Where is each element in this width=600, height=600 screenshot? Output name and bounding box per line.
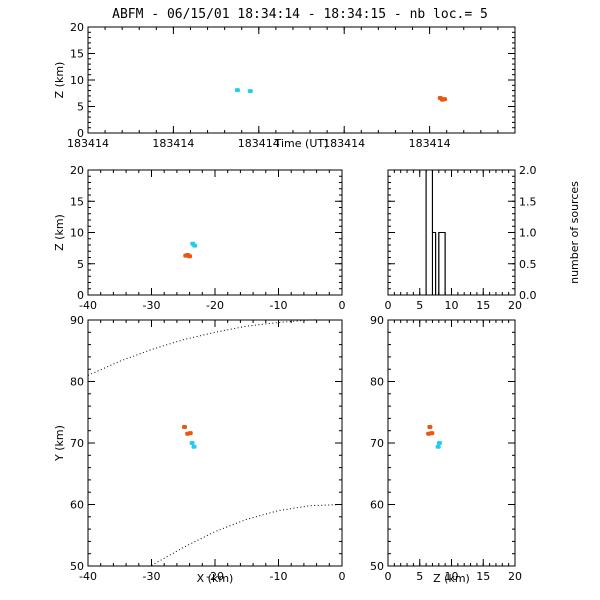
x-y-source-point (182, 425, 188, 430)
x-z-ylabel: Z (km) (53, 214, 66, 251)
x-z-xtick-label: -10 (270, 299, 288, 312)
z-y-xtick-label: 5 (416, 570, 423, 583)
x-y-boundary-curve (151, 504, 343, 566)
x-y-xtick-label: 0 (339, 570, 346, 583)
x-y-ytick-label: 70 (70, 437, 84, 450)
x-y-source-point (187, 431, 193, 436)
x-y-xlabel: X (km) (197, 572, 234, 585)
time-z-xtick-label: 183414 (238, 137, 280, 150)
time-z-xtick-label: 183414 (152, 137, 194, 150)
histogram-ytick-label: 1.0 (519, 227, 537, 240)
time-z-xtick-label: 183414 (67, 137, 109, 150)
x-z-xtick-label: -30 (143, 299, 161, 312)
histogram-xtick-label: 5 (416, 299, 423, 312)
time-z-ytick-label: 5 (77, 101, 84, 114)
x-z-source-point (187, 254, 193, 259)
x-z-source-point (183, 253, 189, 258)
x-z-xtick-label: -20 (206, 299, 224, 312)
histogram-xtick-label: 0 (385, 299, 392, 312)
x-y-axes-frame (87, 319, 343, 567)
x-z-ytick-label: 10 (70, 227, 84, 240)
histogram-ytick-label: 0.0 (519, 289, 537, 302)
histogram-xtick-label: 20 (508, 299, 522, 312)
time-z-xlabel: Time (UT) (274, 137, 329, 150)
histogram-ytick-label: 1.5 (519, 195, 537, 208)
time-z-source-point (442, 97, 448, 102)
z-y-ytick-label: 60 (370, 499, 384, 512)
z-y-xtick-label: 15 (476, 570, 490, 583)
x-y-source-point (191, 444, 197, 449)
histogram-xtick-label: 15 (476, 299, 490, 312)
histogram-panel: 0 5 10 15 200.0 0.5 1.0 1.5 2.0 number of sources (385, 164, 582, 312)
figure-title: ABFM - 06/15/01 18:34:14 - 18:34:15 - nb… (112, 7, 488, 22)
z-y-xtick-label: 20 (508, 570, 522, 583)
x-z-xtick-label: -40 (79, 299, 97, 312)
histogram-steps (388, 169, 515, 296)
time-z-source-point (247, 89, 253, 94)
time-z-ylabel: Z (km) (53, 62, 66, 99)
z-y-xtick-label: 10 (445, 570, 459, 583)
x-y-ytick-label: 50 (70, 560, 84, 573)
z-y-source-point (427, 425, 433, 430)
x-z-axes-frame (87, 169, 343, 296)
x-y-xtick-label: -40 (79, 570, 97, 583)
histogram-axes-frame (387, 169, 516, 296)
histogram-ytick-label: 2.0 (519, 164, 537, 177)
z-y-axes-frame (387, 319, 516, 567)
histogram-ylabel: number of sources (568, 181, 581, 284)
time-z-ytick-label: 15 (70, 48, 84, 61)
z-y-xtick-label: 0 (385, 570, 392, 583)
x-y-xtick-label: -30 (143, 570, 161, 583)
time-z-axes-frame (87, 26, 516, 134)
time-z-source-point (234, 88, 240, 93)
z-y-source-point (429, 431, 435, 436)
time-z-ytick-label: 0 (77, 127, 84, 140)
x-z-ytick-label: 0 (77, 289, 84, 302)
z-y-ytick-label: 70 (370, 437, 384, 450)
x-z-source-point (192, 243, 198, 248)
x-y-ytick-label: 90 (70, 314, 84, 327)
x-z-ytick-label: 5 (77, 258, 84, 271)
x-y-panel: -40 -30 -20 -10 0 50 60 70 80 90 X (km) Y (km) (53, 314, 346, 585)
x-z-ytick-label: 15 (70, 195, 84, 208)
x-y-ytick-label: 60 (70, 499, 84, 512)
x-y-xtick-label: -20 (206, 570, 224, 583)
x-z-panel: -40 -30 -20 -10 0 0 5 10 15 20 Z (km) (53, 164, 346, 312)
histogram-xtick-label: 10 (445, 299, 459, 312)
time-z-ytick-label: 20 (70, 21, 84, 34)
x-y-ytick-label: 80 (70, 376, 84, 389)
z-y-xlabel: Z (km) (433, 572, 470, 585)
x-y-boundary-curve (87, 319, 317, 376)
x-y-source-point (189, 441, 195, 445)
z-y-ytick-label: 50 (370, 560, 384, 573)
z-y-panel: 0 5 10 15 20 50 60 70 80 90 Z (km) (370, 314, 522, 585)
time-z-xtick-label: 183414 (409, 137, 451, 150)
z-y-source-point (435, 444, 441, 449)
time-z-ytick-label: 10 (70, 74, 84, 87)
x-y-xtick-label: -10 (270, 570, 288, 583)
z-y-ytick-label: 80 (370, 376, 384, 389)
x-z-ytick-label: 20 (70, 164, 84, 177)
x-z-xtick-label: 0 (339, 299, 346, 312)
time-z-xtick-label: 183414 (323, 137, 365, 150)
z-y-ytick-label: 90 (370, 314, 384, 327)
histogram-ytick-label: 0.5 (519, 258, 537, 271)
z-y-source-point (436, 441, 442, 445)
x-y-ylabel: Y (km) (53, 425, 66, 462)
time-z-panel: 183414 183414 183414 183414 18341405101520Ti… (53, 21, 516, 150)
